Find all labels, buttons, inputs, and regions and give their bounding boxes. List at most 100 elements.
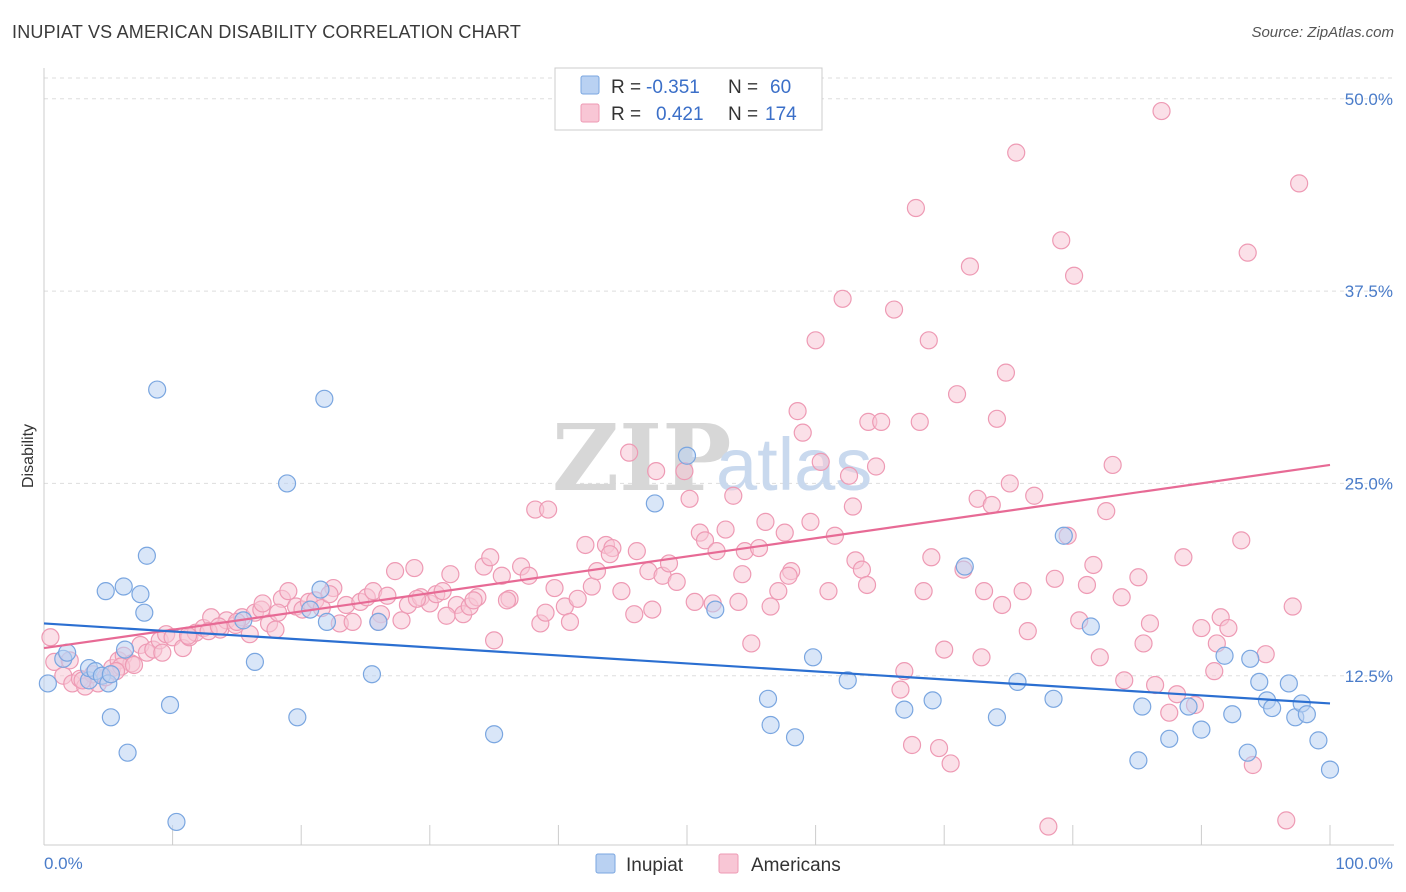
inupiat-point [1044,689,1063,708]
americans-points [41,101,1309,836]
legend-n-value-inupiat: 60 [770,77,791,98]
americans-point [437,606,456,625]
x-tick-label-min: 0.0% [44,854,83,873]
inupiat-point [311,580,330,599]
americans-point [627,542,646,561]
americans-point [497,591,517,610]
americans-point [625,605,644,624]
inupiat-point [1279,674,1298,693]
americans-point [935,640,954,659]
legend-n-value-americans: 174 [765,104,797,125]
inupiat-point [118,743,137,762]
americans-point [992,595,1012,615]
inupiat-point [1320,760,1340,779]
inupiat-point [148,380,167,399]
inupiat-point [803,648,823,667]
americans-point [1174,548,1193,567]
americans-point [643,600,662,619]
americans-point [1090,648,1109,667]
inupiat-point [1238,743,1257,762]
americans-point [545,578,564,598]
inupiat-point [135,603,154,622]
americans-point [1115,671,1134,690]
x-tick-label-max: 100.0% [1335,854,1393,873]
inupiat-point [101,665,120,684]
americans-point [1205,662,1224,681]
americans-point [866,457,886,476]
americans-point [793,423,812,442]
americans-point [1103,455,1122,475]
americans-point [729,592,748,611]
source-label: Source: ZipAtlas.com [1251,24,1394,41]
bottom-legend-label-americans: Americans [751,855,841,876]
americans-point [266,620,285,639]
americans-point [733,565,752,584]
stats-legend: R = -0.351 N = 60 R = 0.421 N = 174 [554,67,823,131]
watermark-atlas: atlas [716,423,872,506]
inupiat-point [160,695,180,715]
inupiat-point [1215,646,1234,665]
inupiat-point [1297,705,1316,724]
americans-trend-line [43,463,1331,650]
americans-point [620,443,639,462]
americans-point [647,462,666,481]
legend-swatch-americans [580,103,600,123]
inupiat-point [1129,751,1148,770]
inupiat-point [167,812,186,832]
americans-point [839,466,859,485]
americans-point [582,577,601,596]
americans-point [1140,614,1160,633]
americans-point [560,612,580,632]
americans-point [612,582,631,601]
americans-point [1256,645,1275,664]
americans-point [253,594,272,613]
americans-point [987,409,1007,428]
americans-point [914,582,933,601]
inupiat-point [1223,705,1242,724]
americans-point [1129,568,1148,587]
grid-lines [44,77,1394,677]
y-tick-label: 25.0% [1345,474,1393,493]
americans-point [685,592,704,611]
americans-point [756,512,775,531]
inupiat-point [115,640,135,659]
inupiat-point [645,494,664,513]
americans-point [441,565,460,584]
inupiat-point [955,557,974,576]
inupiat-point [761,715,780,735]
axes [43,68,1394,846]
inupiat-point [1081,617,1100,636]
americans-point [922,548,941,567]
y-tick-labels: 12.5% 25.0% 37.5% 50.0% [1345,90,1393,686]
americans-point [972,648,991,667]
inupiat-point [317,612,337,632]
inupiat-point [758,689,778,708]
x-ticks [172,825,1331,845]
americans-point [464,591,483,610]
inupiat-point [38,674,57,693]
inupiat-point [315,389,334,408]
inupiat-point [1179,697,1198,716]
legend-r-value-inupiat: -0.351 [646,77,700,98]
americans-point [268,603,288,622]
inupiat-point [1192,720,1211,739]
americans-point [1077,575,1097,595]
americans-point [919,331,938,350]
y-axis-label: Disability [20,424,37,488]
americans-point [1192,618,1211,638]
inupiat-point [1309,731,1328,750]
americans-point [178,626,198,645]
americans-point [724,486,743,505]
americans-point [600,545,619,564]
legend-n-label-americans: N = [728,104,758,125]
y-tick-label: 50.0% [1345,90,1393,109]
inupiat-point [245,652,265,672]
americans-point [1045,569,1064,588]
inupiat-point [137,546,156,565]
americans-point [902,735,922,755]
inupiat-trend-line [43,622,1331,705]
americans-point [806,331,825,350]
americans-point [779,566,798,585]
watermark-zip: ZIP [552,404,731,512]
